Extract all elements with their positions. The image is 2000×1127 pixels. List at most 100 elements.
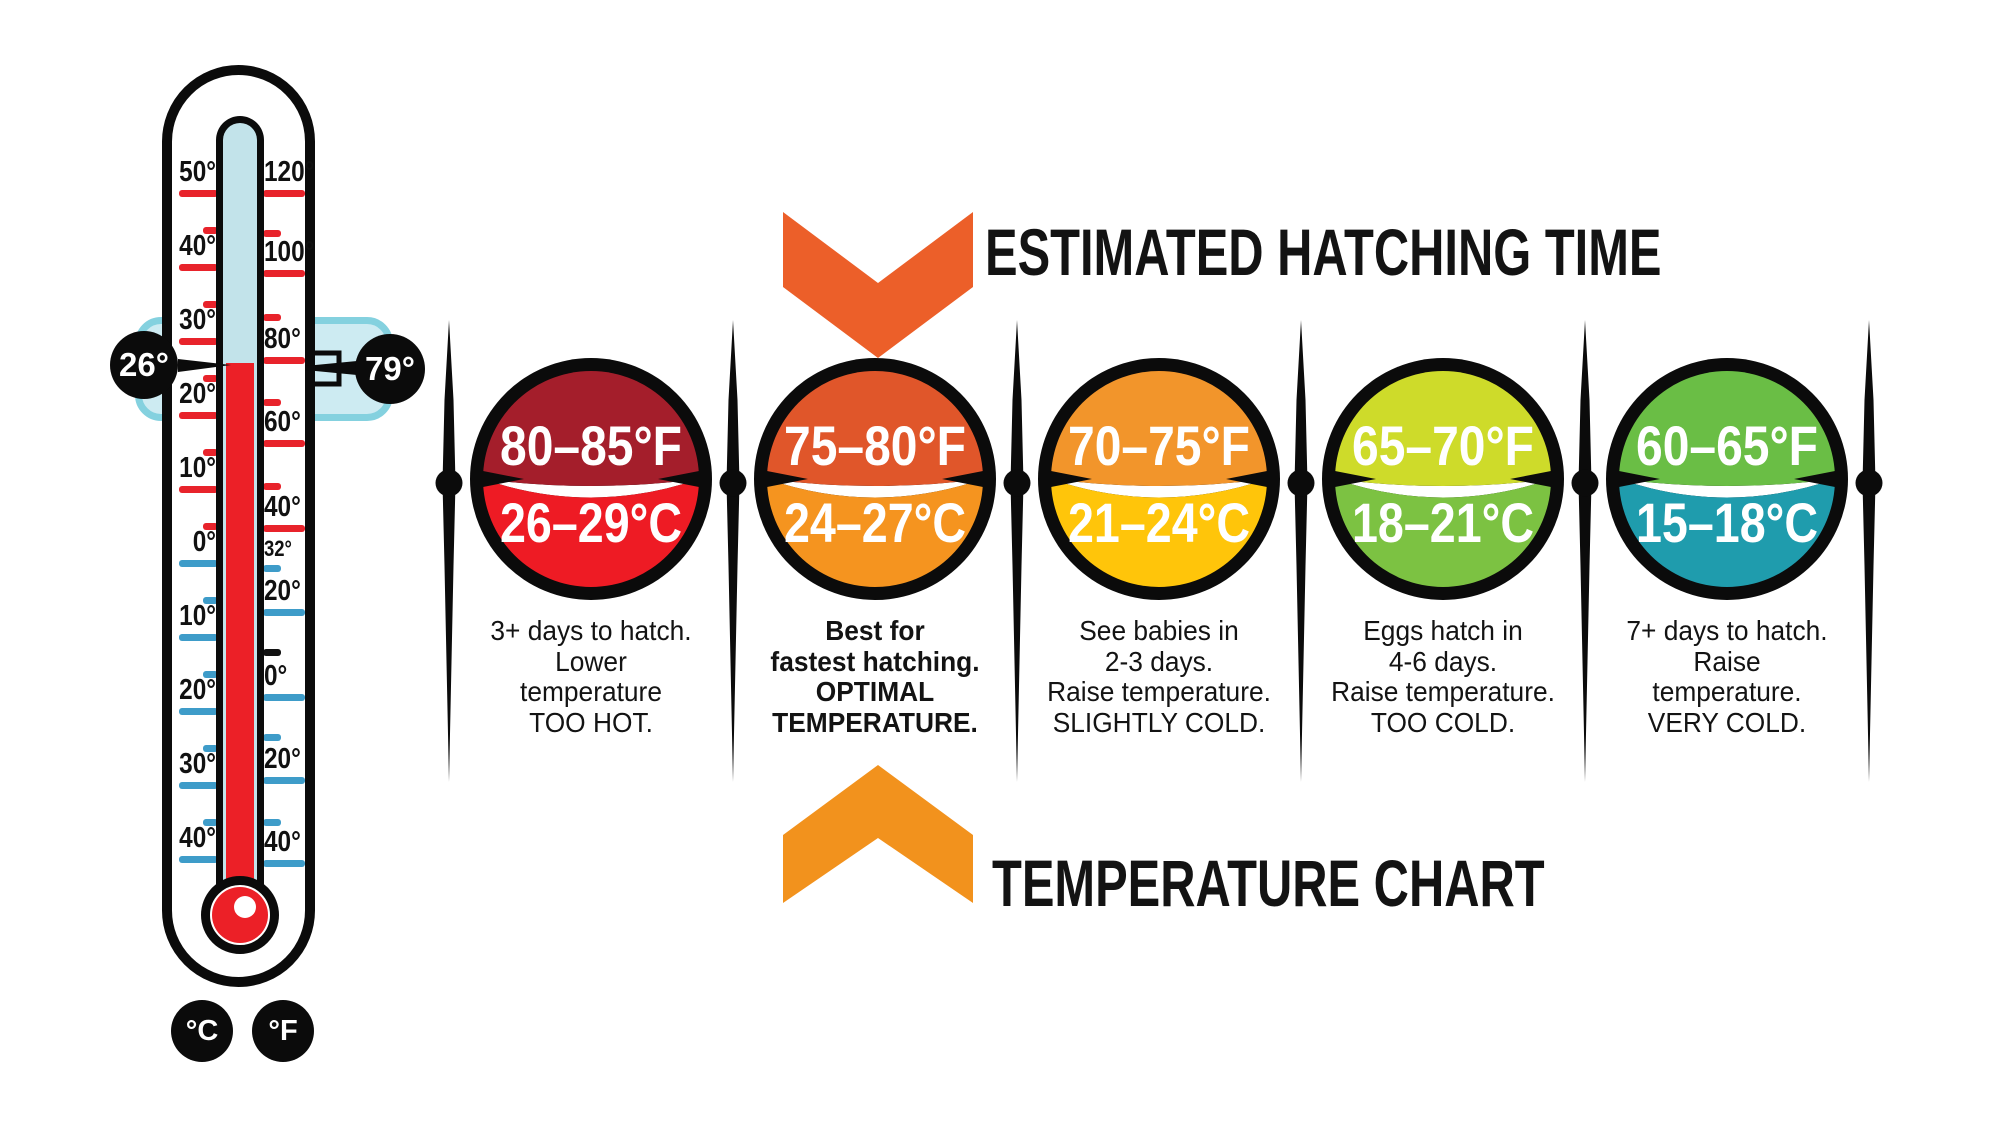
celsius-scale-tick: [179, 633, 218, 641]
celsius-scale-tick: [203, 744, 218, 752]
fahrenheit-scale-label: 120°: [264, 156, 315, 188]
page-title-bottom: TEMPERATURE CHART: [992, 846, 1545, 920]
badge-wedge-right: [1226, 471, 1267, 487]
celsius-scale-tick: [179, 559, 218, 567]
temperature-zone: 70–75°F 21–24°C See babies in 2-3 days. Ra…: [1009, 358, 1309, 738]
zone-badge: 80–85°F 26–29°C: [470, 358, 712, 600]
badge-bottom-half: [483, 479, 699, 587]
zone-description-line: Raise temperature.: [1331, 676, 1555, 707]
badge-wedge-right: [942, 471, 983, 487]
zone-description: 7+ days to hatch. Raise temperature. VERY C…: [1586, 615, 1868, 738]
fahrenheit-scale-label: 40°: [264, 826, 301, 858]
celsius-scale-tick: [179, 781, 218, 789]
fahrenheit-unit-label: °F: [268, 1014, 298, 1047]
fahrenheit-scale-tick: [263, 859, 305, 867]
zone-description: Eggs hatch in 4-6 days. Raise temperature.…: [1302, 615, 1584, 738]
zone-badge: 75–80°F 24–27°C: [754, 358, 996, 600]
zone-description-line: 3+ days to hatch.: [490, 615, 692, 646]
zone-celsius-range: 15–18°C: [1636, 491, 1818, 554]
zone-description-line: fastest hatching.: [770, 645, 980, 677]
celsius-scale-tick: [179, 707, 218, 715]
celsius-unit-label: °C: [185, 1014, 219, 1047]
chevron-down-icon: [783, 212, 973, 358]
celsius-scale-tick: [179, 337, 218, 345]
badge-wedge-left: [1051, 471, 1092, 487]
badge-wedge-left: [767, 471, 808, 487]
zone-description-line: Eggs hatch in: [1363, 615, 1523, 646]
zone-fahrenheit-range: 60–65°F: [1636, 414, 1818, 477]
chevron-up-icon: [783, 765, 973, 903]
zone-fahrenheit-range: 70–75°F: [1068, 414, 1250, 477]
zone-description-line: Raise temperature.: [1047, 676, 1271, 707]
fahrenheit-scale-tick: [263, 693, 305, 701]
fahrenheit-scale-tick: [263, 524, 305, 532]
fahrenheit-scale-label: 40°: [264, 491, 301, 523]
badge-wedge-left: [1335, 471, 1376, 487]
page-title-top: ESTIMATED HATCHING TIME: [985, 215, 1662, 289]
zone-description-line: See babies in: [1079, 615, 1239, 646]
celsius-scale-label: 50°: [179, 156, 216, 188]
badge-top-half: [483, 371, 699, 486]
celsius-scale-tick: [203, 448, 218, 456]
zone-description-line: 7+ days to hatch.: [1626, 615, 1828, 646]
celsius-scale-tick: [179, 189, 218, 197]
fahrenheit-scale-tick: [263, 608, 305, 616]
fahrenheit-scale-tick: [263, 356, 305, 364]
badge-top-half: [767, 371, 983, 486]
temperature-zone: 80–85°F 26–29°C 3+ days to hatch. Lower te…: [441, 358, 741, 738]
fahrenheit-scale-tick: [263, 229, 281, 237]
fahrenheit-scale-label: 100°: [264, 236, 315, 268]
badge-bottom-half: [1335, 479, 1551, 587]
fahrenheit-scale-tick: [263, 313, 281, 321]
fahrenheit-scale-label: 32°: [264, 536, 292, 561]
celsius-scale-tick: [179, 411, 218, 419]
celsius-scale-tick: [179, 855, 218, 863]
celsius-scale-label: 20°: [179, 378, 216, 410]
fahrenheit-reading-callout: 79°: [355, 334, 425, 404]
zone-description-line: Raise: [1693, 645, 1761, 677]
fahrenheit-scale-tick: [263, 648, 281, 656]
badge-wedge-right: [1510, 471, 1551, 487]
celsius-scale-tick: [203, 596, 218, 604]
fahrenheit-scale-label: 80°: [264, 323, 301, 355]
celsius-scale-label: 20°: [179, 674, 216, 706]
fahrenheit-scale-tick: [263, 269, 305, 277]
celsius-reading-callout: 26°: [110, 331, 178, 399]
zone-description-line: OPTIMAL: [815, 676, 935, 707]
fahrenheit-scale-tick: [263, 818, 281, 826]
celsius-scale-label: 30°: [179, 304, 216, 336]
celsius-scale-tick: [203, 522, 218, 530]
zone-description-line: TOO HOT.: [529, 706, 653, 738]
badge-wedge-left: [1619, 471, 1660, 487]
zone-description: See babies in 2-3 days. Raise temperature.…: [1018, 615, 1300, 738]
zone-badge: 70–75°F 21–24°C: [1038, 358, 1280, 600]
zone-description-line: Best for: [825, 615, 925, 646]
temperature-zone: 60–65°F 15–18°C 7+ days to hatch. Raise te…: [1577, 358, 1877, 738]
celsius-scale-label: 10°: [179, 452, 216, 484]
fahrenheit-scale-label: 0°: [264, 660, 288, 692]
zone-description-line: 4-6 days.: [1388, 645, 1498, 677]
fahrenheit-scale-label: 20°: [264, 575, 301, 607]
fahrenheit-scale-tick: [263, 482, 281, 490]
badge-wedge-left: [483, 471, 524, 487]
fahrenheit-unit-badge: °F: [252, 1000, 314, 1062]
zone-badge: 65–70°F 18–21°C: [1322, 358, 1564, 600]
celsius-scale-tick: [179, 485, 218, 493]
celsius-scale-label: 40°: [179, 230, 216, 262]
badge-top-half: [1619, 371, 1835, 486]
zone-fahrenheit-range: 75–80°F: [784, 414, 966, 477]
celsius-unit-badge: °C: [171, 1000, 233, 1062]
zone-badge: 60–65°F 15–18°C: [1606, 358, 1848, 600]
celsius-scale-tick: [203, 374, 218, 382]
celsius-scale-tick: [203, 670, 218, 678]
fahrenheit-scale-tick: [263, 733, 281, 741]
temperature-zone: 75–80°F 24–27°C Best for fastest hatching…: [725, 358, 1025, 738]
zone-description-line: Lower: [555, 645, 627, 677]
badge-bottom-half: [1619, 479, 1835, 587]
zone-description: Best for fastest hatching. OPTIMAL TEMPERAT…: [734, 615, 1016, 738]
fahrenheit-scale-tick: [263, 439, 305, 447]
zone-celsius-range: 18–21°C: [1352, 491, 1534, 554]
badge-bottom-half: [1051, 479, 1267, 587]
fahrenheit-scale-tick: [263, 398, 281, 406]
